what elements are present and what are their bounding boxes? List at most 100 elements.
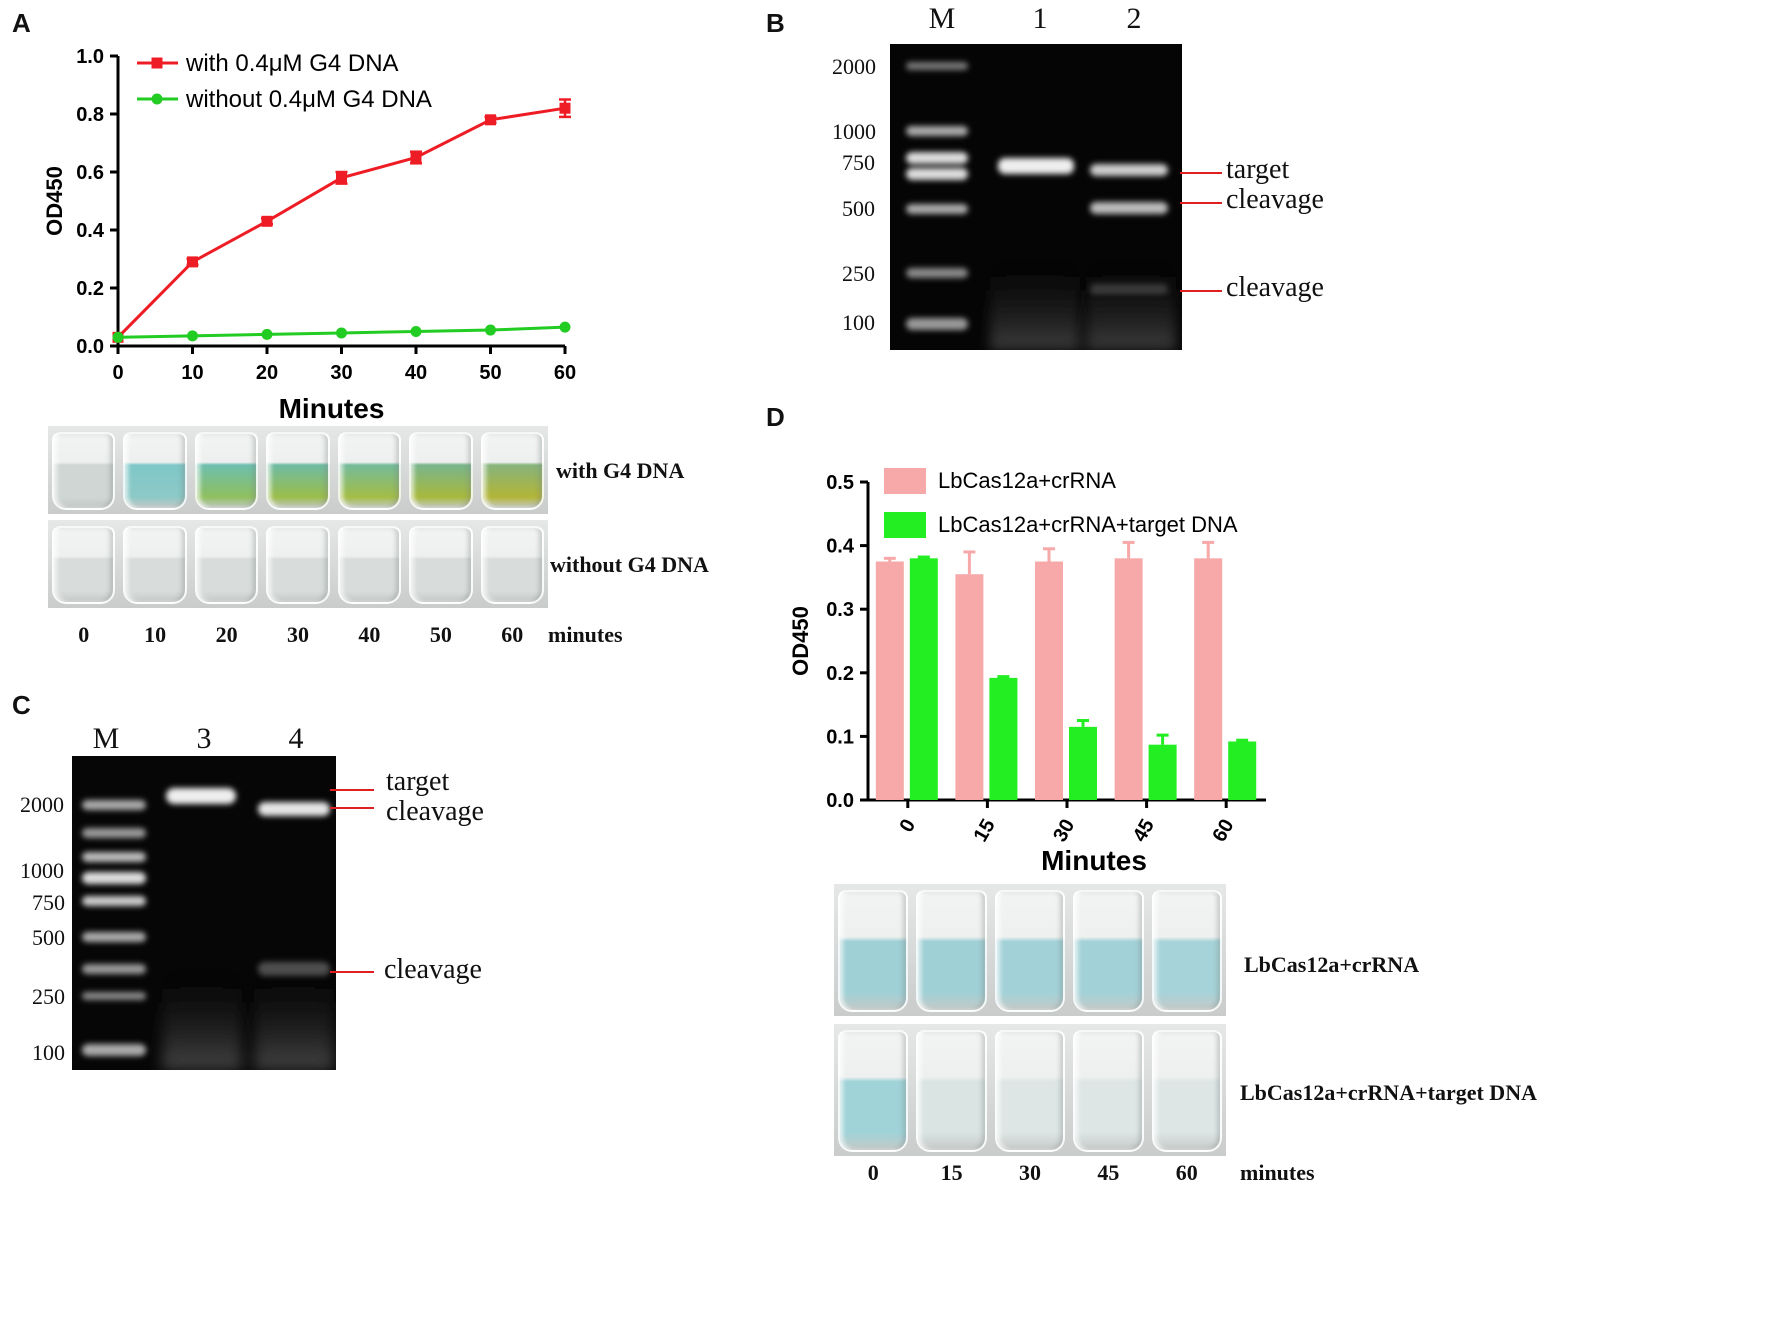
gel-lane-label: M — [92, 722, 120, 755]
vial — [52, 432, 116, 510]
vial — [916, 890, 987, 1012]
gel-annotation: cleavage — [1226, 272, 1324, 303]
legend-marker — [151, 93, 163, 105]
vial — [52, 526, 116, 604]
bar — [955, 574, 984, 800]
gel-marker-label: 2000 — [832, 54, 876, 79]
gel-annotation: cleavage — [1226, 184, 1324, 215]
vial — [266, 432, 330, 510]
data-point — [336, 172, 347, 184]
data-point — [410, 326, 422, 337]
vial-row-label: without G4 DNA — [550, 552, 709, 577]
vial — [409, 432, 473, 510]
gel-marker-label: 1000 — [20, 858, 64, 883]
y-tick-label: 0.5 — [826, 472, 854, 494]
chart-d: 0.0 0.1 0.2 0.3 0.4 0.5 0 15 30 45 60 OD450 Minutes L… — [788, 468, 1266, 876]
vial — [994, 890, 1066, 1012]
y-tick-label: 0.1 — [826, 726, 854, 748]
annotation-lines-c — [330, 789, 374, 973]
y-tick-label: 0.3 — [826, 599, 854, 621]
data-point — [559, 321, 571, 333]
y-tick-label: 0.4 — [826, 536, 855, 558]
vial-photo-d — [834, 884, 1226, 1158]
bar — [1069, 726, 1097, 800]
y-tick-label: 1.0 — [76, 46, 104, 68]
time-unit-label: minutes — [548, 622, 623, 647]
y-tick-label: 0.0 — [826, 790, 854, 812]
bar — [989, 677, 1018, 800]
y-tick-label: 0.6 — [76, 162, 104, 184]
gel-lane-label: 1 — [1032, 2, 1048, 35]
bar — [1228, 741, 1257, 800]
time-label: 45 — [1097, 1160, 1120, 1185]
time-label: 50 — [429, 622, 452, 647]
gel-annotation: target — [1226, 154, 1290, 185]
data-point — [261, 215, 273, 227]
time-label: 15 — [940, 1160, 963, 1185]
x-tick-label: 10 — [181, 362, 203, 384]
vial — [1151, 890, 1222, 1012]
vial-photo-a — [48, 426, 548, 608]
x-tick-label: 60 — [554, 362, 576, 384]
data-point — [410, 152, 422, 163]
legend-label: without 0.4μM G4 DNA — [185, 86, 432, 113]
gel-annotation: cleavage — [386, 796, 484, 827]
data-point — [187, 256, 198, 268]
bar — [1148, 744, 1177, 800]
legend-label: LbCas12a+crRNA — [938, 468, 1116, 493]
bar — [875, 561, 904, 800]
vial — [838, 890, 909, 1012]
gel-marker-label: 500 — [32, 925, 65, 950]
vial-row — [48, 426, 548, 514]
gel-marker-label: 100 — [32, 1040, 65, 1065]
y-tick-label: 0.0 — [76, 336, 104, 358]
time-label: 40 — [358, 622, 381, 647]
vial — [194, 526, 259, 604]
vial — [1151, 1030, 1222, 1152]
data-point — [336, 327, 347, 339]
time-label: 10 — [144, 622, 167, 647]
time-unit-label: minutes — [1240, 1160, 1315, 1185]
vial — [337, 432, 402, 510]
vial — [994, 1030, 1066, 1152]
gel-image-b — [890, 44, 1182, 350]
data-point — [112, 331, 124, 343]
gel-marker-label: 100 — [842, 310, 875, 335]
x-tick-label: 30 — [1049, 816, 1079, 846]
y-axis-label: OD450 — [42, 166, 67, 236]
x-axis-label: Minutes — [279, 393, 385, 424]
gel-lane-label: 4 — [288, 722, 304, 755]
bar — [909, 558, 938, 800]
panel-letter-b: B — [766, 8, 785, 38]
vial — [1073, 890, 1144, 1012]
panel-letter-c: C — [12, 690, 31, 720]
x-axis-label: Minutes — [1041, 845, 1147, 876]
y-tick-label: 0.2 — [76, 278, 104, 300]
vial — [123, 526, 187, 604]
vial — [480, 432, 544, 510]
gel-marker-label: 1000 — [832, 119, 876, 144]
legend-swatch — [884, 468, 926, 494]
data-point — [485, 324, 496, 336]
vial — [838, 1030, 909, 1152]
vial — [409, 526, 473, 604]
gel-lane-label: M — [928, 2, 956, 35]
gel-lane-label: 3 — [196, 722, 212, 755]
vial — [337, 526, 402, 604]
y-axis-label: OD450 — [788, 606, 813, 676]
chart-a: 0.0 0.2 0.4 0.6 0.8 1.0 0 10 20 30 40 50 60 OD450 Minu… — [42, 46, 576, 424]
gel-lane-label: 2 — [1126, 2, 1142, 35]
y-tick-label: 0.4 — [76, 220, 105, 242]
x-tick-label: 0 — [896, 816, 921, 837]
vial — [194, 432, 259, 510]
gel-image-c — [72, 756, 336, 1070]
vial — [266, 526, 330, 604]
vial-row-label: LbCas12a+crRNA+target DNA — [1240, 1080, 1537, 1105]
time-label: 30 — [1019, 1160, 1041, 1185]
y-tick-label: 0.2 — [826, 663, 854, 685]
gel-marker-label: 250 — [32, 984, 65, 1009]
y-tick-label: 0.8 — [76, 104, 104, 126]
vial-row — [48, 520, 548, 608]
legend-marker — [151, 57, 163, 69]
gel-marker-label: 2000 — [20, 792, 64, 817]
